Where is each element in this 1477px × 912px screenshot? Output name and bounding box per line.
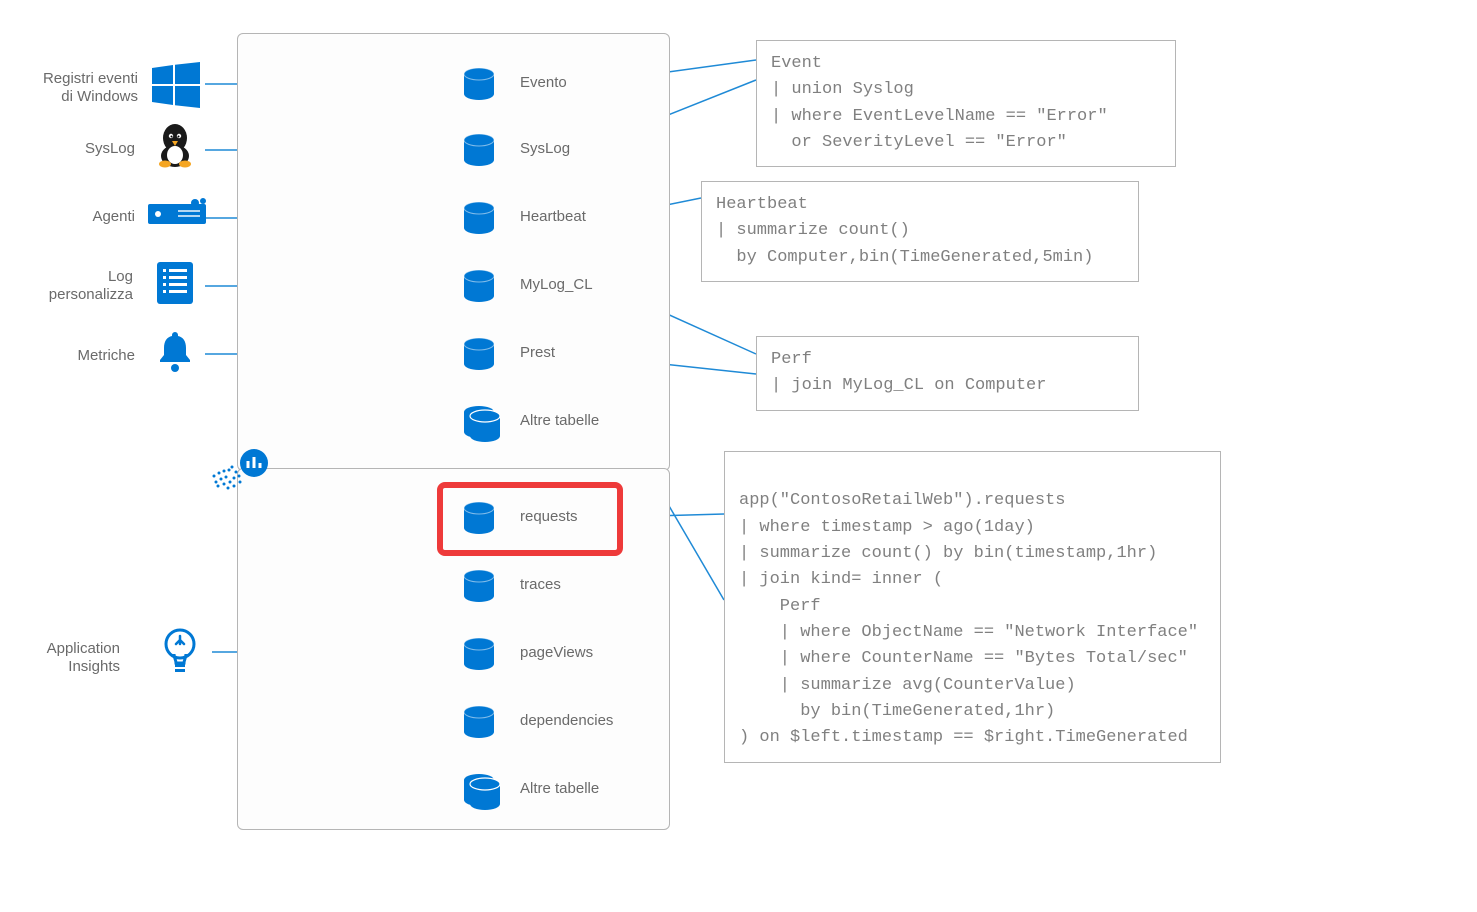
table-label-altre-tabelle: Altre tabelle	[520, 412, 599, 429]
source-label-agents: Agenti	[55, 208, 135, 226]
code-box-perf-query: Perf | join MyLog_CL on Computer	[756, 336, 1139, 411]
source-label-metrics: Metriche	[50, 347, 135, 365]
source-label-windows-logs: Registri eventidi Windows	[28, 70, 138, 106]
table-db-icon	[461, 336, 497, 372]
source-label-custom-logs: Logpersonalizza	[38, 268, 133, 304]
table-db-icon	[461, 200, 497, 236]
workspace-panel-top	[237, 33, 670, 471]
table-label-evento: Evento	[520, 74, 567, 91]
bulb-icon	[160, 626, 200, 682]
table-label-heartbeat: Heartbeat	[520, 208, 586, 225]
table-db-icon	[461, 66, 497, 102]
code-box-app-query: app("ContosoRetailWeb").requests | where…	[724, 451, 1221, 763]
code-box-event-query: Event | union Syslog | where EventLevelN…	[756, 40, 1176, 167]
tux-icon	[155, 122, 195, 172]
table-label-pageviews: pageViews	[520, 644, 593, 661]
table-label-traces: traces	[520, 576, 561, 593]
bell-icon	[155, 328, 195, 378]
table-db-icon	[461, 636, 497, 672]
windows-icon	[152, 62, 200, 112]
table-db-icon	[461, 568, 497, 604]
code-box-heartbeat-query: Heartbeat | summarize count() by Compute…	[701, 181, 1139, 282]
table-label-prest: Prest	[520, 344, 555, 361]
source-label-syslog: SysLog	[55, 140, 135, 158]
table-db-icon	[461, 772, 507, 810]
table-label-mylog_cl: MyLog_CL	[520, 276, 593, 293]
table-db-icon	[461, 132, 497, 168]
analytics-badge-icon	[206, 448, 276, 500]
table-label-syslog: SysLog	[520, 140, 570, 157]
table-label-altre-tabelle: Altre tabelle	[520, 780, 599, 797]
source-label-app-insights: ApplicationInsights	[25, 640, 120, 676]
list-icon	[155, 260, 195, 310]
table-db-icon	[461, 404, 507, 442]
requests-highlight	[437, 482, 623, 556]
table-db-icon	[461, 704, 497, 740]
table-db-icon	[461, 268, 497, 304]
table-label-dependencies: dependencies	[520, 712, 613, 729]
server-icon	[148, 198, 206, 230]
